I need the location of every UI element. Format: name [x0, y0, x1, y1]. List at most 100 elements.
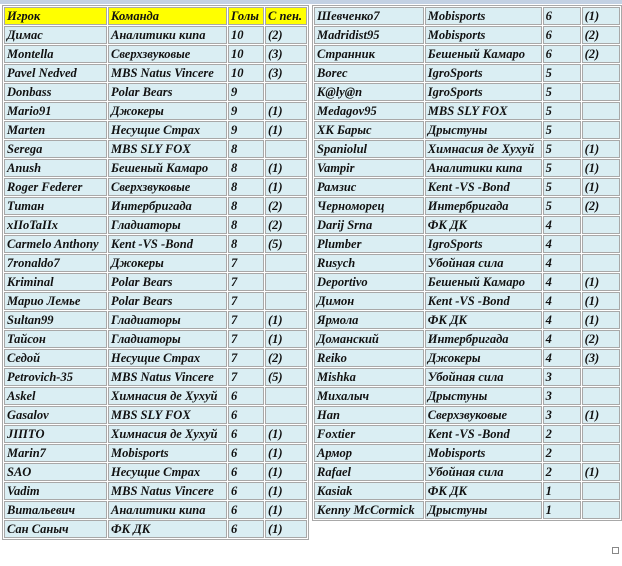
cell-team: IgroSports — [424, 83, 542, 101]
cell-goals: 7 — [228, 292, 264, 310]
cell-penalties: (1) — [581, 292, 620, 310]
cell-penalties: (1) — [265, 159, 307, 177]
cell-penalties: (2) — [581, 330, 620, 348]
cell-goals: 1 — [542, 501, 581, 519]
cell-goals: 9 — [228, 121, 264, 139]
table-row: ХК Барыс Дрыстуны 5 — [314, 121, 620, 139]
cell-player: Marten — [4, 121, 107, 139]
cell-team: Сверхзвуковые — [424, 406, 542, 424]
cell-team: Mobisports — [424, 444, 542, 462]
cell-goals: 5 — [542, 121, 581, 139]
cell-team: Химнасия де Хухуй — [108, 425, 227, 443]
cell-player: Витальевич — [4, 501, 107, 519]
cell-goals: 5 — [542, 102, 581, 120]
table-row: Kenny McCormick Дрыстуны 1 — [314, 501, 620, 519]
table-row: Марио Лемье Polar Bears 7 — [4, 292, 307, 310]
table-row: Rafael Убойная сила 2 (1) — [314, 463, 620, 481]
cell-penalties — [265, 292, 307, 310]
cell-goals: 10 — [228, 45, 264, 63]
cell-penalties — [581, 64, 620, 82]
cell-player: Marin7 — [4, 444, 107, 462]
cell-team: Химнасия де Хухуй — [108, 387, 227, 405]
cell-goals: 4 — [542, 330, 581, 348]
table-row: Седой Несущие Страх 7 (2) — [4, 349, 307, 367]
cell-goals: 3 — [542, 387, 581, 405]
cell-penalties: (1) — [265, 482, 307, 500]
cell-player: Михалыч — [314, 387, 424, 405]
cell-penalties: (2) — [581, 26, 620, 44]
resize-handle[interactable] — [612, 547, 619, 554]
table-row: Roger Federer Сверхзвуковые 8 (1) — [4, 178, 307, 196]
cell-team: Сверхзвуковые — [108, 45, 227, 63]
table-row: Vadim MBS Natus Vincere 6 (1) — [4, 482, 307, 500]
cell-penalties: (3) — [265, 64, 307, 82]
cell-player: Sultan99 — [4, 311, 107, 329]
cell-penalties: (1) — [581, 311, 620, 329]
cell-penalties: (2) — [265, 26, 307, 44]
scorers-table-right: Шевченко7 Mobisports 6 (1) Madridist95 Mobisp… — [312, 5, 622, 521]
cell-goals: 6 — [228, 425, 264, 443]
cell-goals: 6 — [228, 387, 264, 405]
table-row: Михалыч Дрыстуны 3 — [314, 387, 620, 405]
table-row: Foxtier Kent -VS -Bond 2 — [314, 425, 620, 443]
cell-penalties: (1) — [265, 425, 307, 443]
table-row: Anush Бешеный Камаро 8 (1) — [4, 159, 307, 177]
cell-goals: 4 — [542, 349, 581, 367]
cell-player: Madridist95 — [314, 26, 424, 44]
cell-penalties: (5) — [265, 368, 307, 386]
cell-team: Джокеры — [108, 254, 227, 272]
scorers-table-left: Игрок Команда Голы С пен. Димас Аналитики кип… — [2, 5, 309, 540]
cell-player: Доманский — [314, 330, 424, 348]
cell-player: Черноморец — [314, 197, 424, 215]
cell-penalties — [581, 387, 620, 405]
table-row: Доманский Интербригада 4 (2) — [314, 330, 620, 348]
cell-team: MBS Natus Vincere — [108, 64, 227, 82]
cell-player: 7ronaldo7 — [4, 254, 107, 272]
table-row: Carmelo Anthony Kent -VS -Bond 8 (5) — [4, 235, 307, 253]
cell-penalties: (1) — [581, 178, 620, 196]
table-row: Черноморец Интербригада 5 (2) — [314, 197, 620, 215]
cell-penalties: (1) — [581, 273, 620, 291]
table-row: Han Сверхзвуковые 3 (1) — [314, 406, 620, 424]
cell-penalties — [581, 368, 620, 386]
cell-goals: 4 — [542, 254, 581, 272]
cell-goals: 6 — [228, 501, 264, 519]
cell-goals: 8 — [228, 178, 264, 196]
table-row: Montella Сверхзвуковые 10 (3) — [4, 45, 307, 63]
cell-team: MBS Natus Vincere — [108, 482, 227, 500]
table-row: Тайсон Гладиаторы 7 (1) — [4, 330, 307, 348]
cell-penalties — [265, 140, 307, 158]
cell-team: Mobisports — [424, 26, 542, 44]
cell-team: Химнасия де Хухуй — [424, 140, 542, 158]
header-row: Игрок Команда Голы С пен. — [4, 7, 307, 25]
cell-player: Anush — [4, 159, 107, 177]
cell-goals: 3 — [542, 368, 581, 386]
cell-team: Аналитики кипа — [424, 159, 542, 177]
cell-player: Montella — [4, 45, 107, 63]
cell-team: Дрыстуны — [424, 387, 542, 405]
cell-penalties: (1) — [265, 311, 307, 329]
cell-team: Несущие Страх — [108, 349, 227, 367]
cell-player: Kasiak — [314, 482, 424, 500]
cell-team: Убойная сила — [424, 368, 542, 386]
cell-goals: 6 — [228, 482, 264, 500]
table-row: JIПТО Химнасия де Хухуй 6 (1) — [4, 425, 307, 443]
table-row: Madridist95 Mobisports 6 (2) — [314, 26, 620, 44]
cell-goals: 4 — [542, 292, 581, 310]
cell-team: MBS SLY FOX — [108, 406, 227, 424]
cell-penalties: (2) — [581, 197, 620, 215]
cell-player: JIПТО — [4, 425, 107, 443]
cell-team: Интербригада — [424, 330, 542, 348]
cell-penalties — [265, 254, 307, 272]
cell-player: ХК Барыс — [314, 121, 424, 139]
cell-goals: 1 — [542, 482, 581, 500]
table-row: Rusych Убойная сила 4 — [314, 254, 620, 272]
cell-penalties: (1) — [581, 463, 620, 481]
cell-team: Бешеный Камаро — [424, 273, 542, 291]
cell-penalties — [265, 387, 307, 405]
cell-team: Kent -VS -Bond — [424, 178, 542, 196]
cell-team: Mobisports — [108, 444, 227, 462]
cell-goals: 5 — [542, 159, 581, 177]
cell-player: Седой — [4, 349, 107, 367]
cell-goals: 5 — [542, 140, 581, 158]
